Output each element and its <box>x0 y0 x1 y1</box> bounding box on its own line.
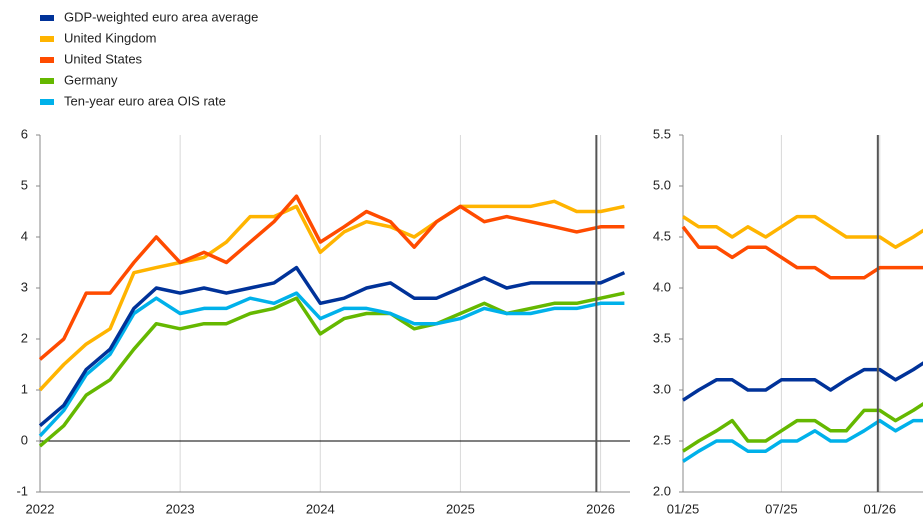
y-tick-label: -1 <box>16 483 28 498</box>
x-tick-label: 2024 <box>306 501 335 516</box>
series-line <box>682 214 923 249</box>
legend-label: United States <box>64 51 143 66</box>
y-tick-label: 2.5 <box>653 432 671 447</box>
y-tick-label: 1 <box>21 381 28 396</box>
series-line <box>682 361 923 402</box>
x-tick-label: 2025 <box>446 501 475 516</box>
y-tick-label: 6 <box>21 126 28 141</box>
y-tick-label: 3 <box>21 279 28 294</box>
y-tick-label: 5.0 <box>653 177 671 192</box>
legend-swatch <box>40 15 54 21</box>
y-tick-label: 2 <box>21 330 28 345</box>
legend-swatch <box>40 99 54 105</box>
y-tick-label: 2.0 <box>653 483 671 498</box>
x-tick-label: 01/26 <box>864 501 897 516</box>
x-tick-label: 01/25 <box>667 501 700 516</box>
series-line <box>682 418 923 463</box>
series-line <box>38 291 625 438</box>
y-tick-label: 0 <box>21 432 28 447</box>
x-tick-label: 2022 <box>26 501 55 516</box>
x-tick-label: 2023 <box>166 501 195 516</box>
series-line <box>38 194 625 361</box>
legend-swatch <box>40 78 54 84</box>
legend-label: Germany <box>64 72 118 87</box>
series-line <box>682 402 923 453</box>
legend-swatch <box>40 57 54 63</box>
y-tick-label: 4.5 <box>653 228 671 243</box>
legend-label: Ten-year euro area OIS rate <box>64 93 226 108</box>
series-line <box>38 265 626 428</box>
x-tick-label: 2026 <box>586 501 615 516</box>
y-tick-label: 4.0 <box>653 279 671 294</box>
legend-label: United Kingdom <box>64 30 157 45</box>
y-tick-label: 4 <box>21 228 28 243</box>
y-tick-label: 3.0 <box>653 381 671 396</box>
y-tick-label: 5 <box>21 177 28 192</box>
y-tick-label: 5.5 <box>653 126 671 141</box>
series-line <box>38 291 625 448</box>
y-tick-label: 3.5 <box>653 330 671 345</box>
x-tick-label: 07/25 <box>765 501 798 516</box>
series-line <box>681 225 923 280</box>
legend-swatch <box>40 36 54 42</box>
legend-label: GDP-weighted euro area average <box>64 9 258 24</box>
series-line <box>38 199 625 392</box>
